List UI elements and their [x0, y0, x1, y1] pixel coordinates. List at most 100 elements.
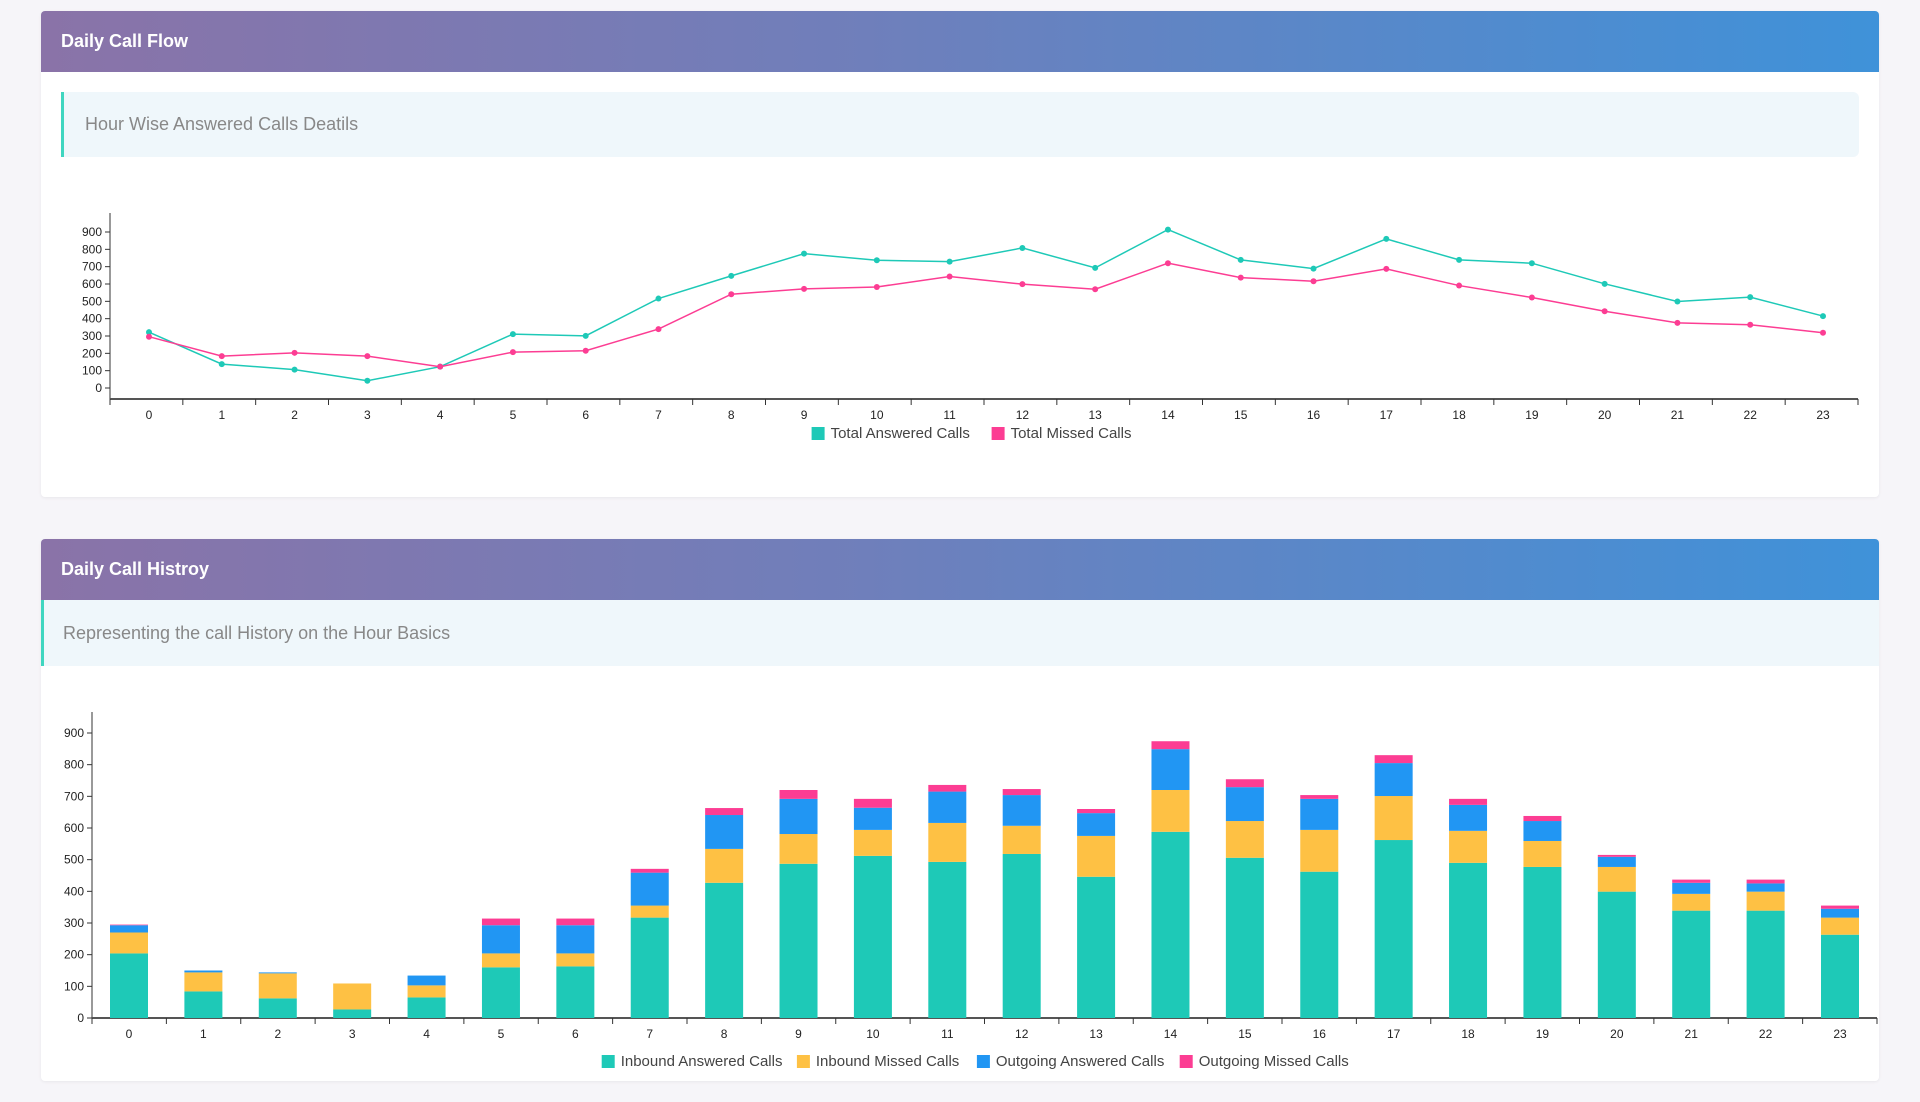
data-point [1092, 286, 1099, 293]
bar-segment [1077, 813, 1116, 836]
data-point [1456, 256, 1463, 263]
bar-segment [1374, 755, 1413, 764]
data-point [364, 353, 371, 360]
data-point [509, 349, 516, 356]
legend-label: Total Answered Calls [831, 425, 970, 442]
legend-swatch [991, 427, 1005, 440]
bar-segment [705, 808, 744, 816]
x-tick-label: 13 [1089, 1027, 1103, 1041]
bar-segment [481, 967, 520, 1018]
bar-segment [1300, 871, 1339, 1018]
bar-segment [705, 815, 744, 849]
data-point [873, 257, 880, 264]
bar-segment [630, 917, 669, 1018]
bar-segment [779, 834, 818, 864]
x-tick-label: 7 [646, 1027, 653, 1041]
y-tick-label: 300 [82, 329, 102, 343]
y-tick-label: 100 [64, 979, 84, 993]
x-tick-label: 18 [1461, 1027, 1475, 1041]
bar-segment [1746, 891, 1785, 911]
data-point [946, 258, 953, 265]
data-point [1019, 281, 1026, 288]
bar-segment [258, 972, 297, 974]
bar-segment [630, 872, 669, 906]
data-point [364, 377, 371, 384]
x-tick-label: 21 [1671, 408, 1685, 422]
data-point [1820, 313, 1826, 320]
bar-segment [184, 991, 223, 1018]
bar-segment [1746, 910, 1785, 1018]
bar-segment [853, 829, 892, 856]
data-point [655, 295, 662, 302]
data-point [1310, 265, 1317, 272]
data-point [1164, 226, 1171, 233]
bar-segment [1672, 882, 1711, 894]
x-tick-label: 2 [291, 408, 298, 422]
y-tick-label: 900 [64, 726, 84, 740]
y-tick-label: 800 [82, 242, 102, 256]
bar-segment [1151, 790, 1190, 832]
x-tick-label: 6 [582, 408, 589, 422]
data-point [873, 283, 880, 290]
bar-segment [1002, 853, 1041, 1018]
bar-segment [1077, 809, 1116, 814]
card-title: Daily Call Histroy [41, 539, 1879, 600]
bar-segment [110, 932, 148, 954]
bar-segment [556, 925, 595, 954]
y-tick-label: 500 [82, 294, 102, 308]
bar-segment [1374, 796, 1413, 841]
bar-segment [779, 790, 818, 799]
bar-segment [928, 791, 967, 823]
bar-segment [1821, 905, 1859, 909]
y-tick-label: 500 [64, 853, 84, 867]
bar-segment [556, 966, 595, 1018]
bar-segment [481, 925, 520, 954]
bar-segment [1300, 829, 1339, 872]
legend-swatch [811, 427, 825, 440]
x-tick-label: 1 [200, 1027, 207, 1041]
bar-segment [779, 798, 818, 835]
x-tick-label: 4 [423, 1027, 430, 1041]
legend-swatch [601, 1055, 615, 1068]
bar-segment [258, 998, 297, 1018]
data-point [655, 326, 662, 333]
bar-segment [333, 983, 372, 1010]
bar-segment [1523, 840, 1562, 867]
bar-segment [1300, 795, 1339, 799]
bar-segment [1449, 798, 1488, 805]
bar-segment [1077, 835, 1116, 877]
y-tick-label: 400 [64, 884, 84, 898]
daily-call-flow-card: Daily Call Flow Hour Wise Answered Calls… [41, 11, 1879, 497]
bar-segment [1002, 825, 1041, 854]
bar-segment [1597, 854, 1636, 857]
y-tick-label: 600 [82, 277, 102, 291]
daily-call-history-card: Daily Call Histroy Representing the call… [41, 539, 1879, 1081]
data-point [509, 331, 516, 338]
card-title: Daily Call Flow [41, 11, 1879, 72]
data-point [1674, 319, 1681, 326]
bar-segment [556, 918, 595, 926]
bar-segment [1449, 862, 1488, 1018]
data-point [1456, 282, 1463, 289]
data-point [146, 333, 152, 340]
y-tick-label: 900 [82, 225, 102, 239]
bar-segment [1225, 779, 1264, 788]
series-line [148, 228, 1824, 382]
x-tick-label: 16 [1307, 408, 1321, 422]
bar-segment [1374, 763, 1413, 797]
data-point [1601, 280, 1608, 287]
y-tick-label: 200 [82, 346, 102, 360]
x-tick-label: 22 [1759, 1027, 1773, 1041]
x-tick-label: 3 [364, 408, 371, 422]
bar-segment [1523, 866, 1562, 1018]
x-tick-label: 2 [274, 1027, 281, 1041]
x-tick-label: 15 [1238, 1027, 1252, 1041]
x-tick-label: 5 [510, 408, 517, 422]
x-tick-label: 12 [1015, 1027, 1029, 1041]
bar-segment [1597, 856, 1636, 867]
x-tick-label: 17 [1380, 408, 1394, 422]
bar-segment [1374, 840, 1413, 1018]
y-tick-label: 0 [95, 381, 102, 395]
bar-segment [481, 918, 520, 926]
y-tick-label: 600 [64, 821, 84, 835]
